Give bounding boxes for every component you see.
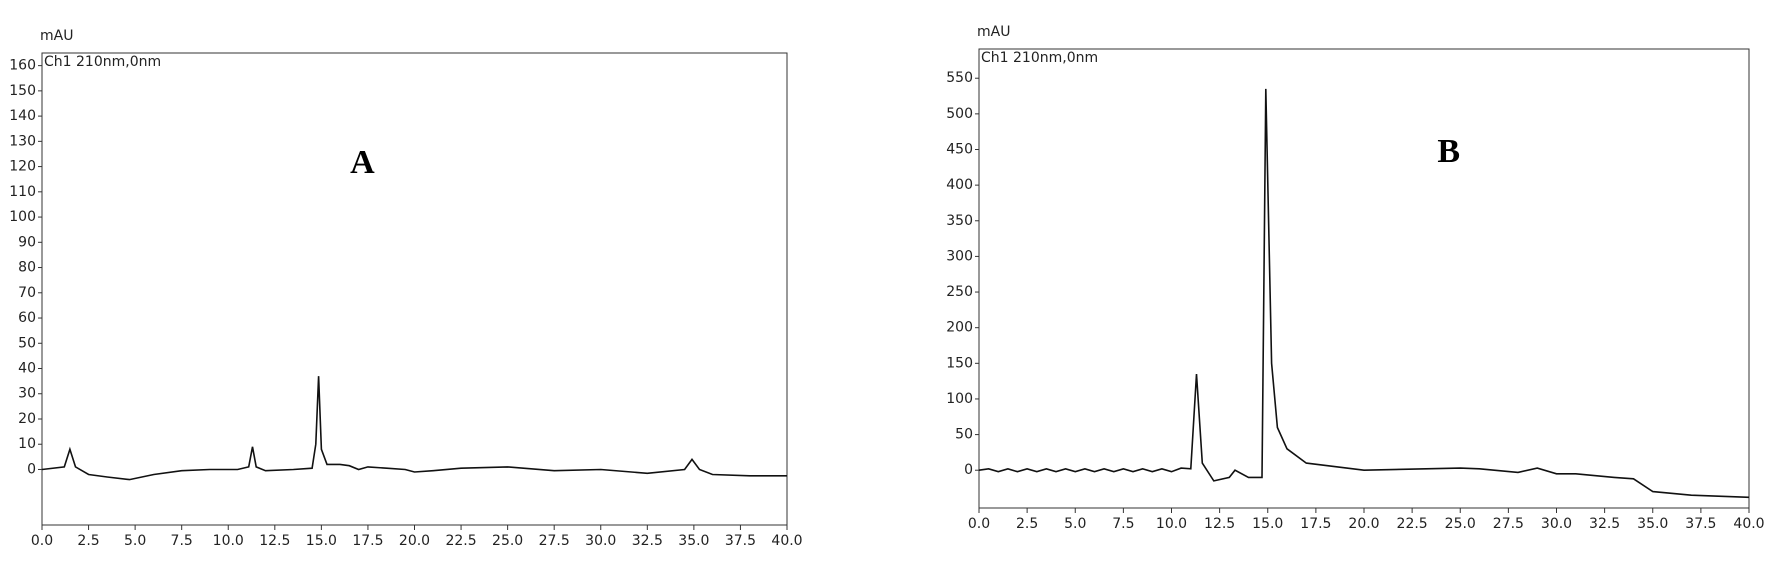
x-tick-label: 5.0	[124, 533, 146, 549]
y-tick-label: 160	[9, 58, 36, 74]
y-tick-label: 150	[9, 83, 36, 99]
y-tick-label: 10	[18, 436, 36, 452]
x-tick-label: 35.0	[678, 533, 709, 549]
y-tick-label: 200	[946, 320, 973, 336]
trace	[41, 376, 787, 481]
y-tick-label: 120	[9, 159, 36, 175]
x-tick-label: 2.5	[1016, 516, 1038, 532]
y-tick-label: 140	[9, 108, 36, 124]
y-tick-label: 60	[18, 310, 36, 326]
x-tick-label: 0.0	[31, 533, 53, 549]
y-tick-label: 20	[18, 411, 36, 427]
x-tick-label: 10.0	[1156, 516, 1187, 532]
x-tick-label: 40.0	[771, 533, 802, 549]
y-tick-label: 130	[9, 133, 36, 149]
x-tick-label: 15.0	[1252, 516, 1283, 532]
x-tick-label: 12.5	[259, 533, 290, 549]
y-tick-label: 350	[946, 213, 973, 229]
channel-label: Ch1 210nm,0nm	[981, 50, 1098, 66]
y-tick-label: 100	[9, 209, 36, 225]
y-tick-label: 450	[946, 141, 973, 157]
y-tick-label: 70	[18, 285, 36, 301]
y-axis-label: mAU	[40, 28, 73, 44]
plot-frame	[41, 52, 788, 526]
plot-frame	[978, 48, 1750, 509]
x-tick-label: 32.5	[632, 533, 663, 549]
x-tick-label: 10.0	[213, 533, 244, 549]
y-tick-label: 100	[946, 391, 973, 407]
x-tick-label: 12.5	[1204, 516, 1235, 532]
y-tick-label: 500	[946, 106, 973, 122]
y-tick-label: 400	[946, 177, 973, 193]
x-tick-label: 0.0	[968, 516, 990, 532]
x-tick-label: 25.0	[492, 533, 523, 549]
y-tick-label: 550	[946, 70, 973, 86]
y-tick-label: 80	[18, 260, 36, 276]
x-tick-label: 5.0	[1064, 516, 1086, 532]
y-tick-label: 250	[946, 284, 973, 300]
y-tick-label: 0	[964, 462, 973, 478]
x-tick-label: 32.5	[1589, 516, 1620, 532]
x-tick-label: 2.5	[77, 533, 99, 549]
y-tick-label: 0	[27, 461, 36, 477]
y-tick-label: 40	[18, 361, 36, 377]
x-tick-label: 20.0	[399, 533, 430, 549]
x-tick-label: 22.5	[445, 533, 476, 549]
x-tick-label: 40.0	[1733, 516, 1764, 532]
y-tick-label: 30	[18, 386, 36, 402]
y-axis-label: mAU	[977, 24, 1010, 40]
x-tick-label: 37.5	[725, 533, 756, 549]
x-tick-label: 27.5	[1493, 516, 1524, 532]
panel-label: B	[1437, 133, 1460, 170]
y-tick-label: 150	[946, 355, 973, 371]
y-tick-label: 50	[955, 427, 973, 443]
x-tick-label: 30.0	[585, 533, 616, 549]
panel-label: A	[350, 144, 375, 181]
x-tick-label: 27.5	[539, 533, 570, 549]
x-tick-label: 25.0	[1445, 516, 1476, 532]
x-tick-label: 35.0	[1637, 516, 1668, 532]
y-tick-label: 300	[946, 248, 973, 264]
x-tick-label: 17.5	[352, 533, 383, 549]
trace	[978, 88, 1750, 499]
x-tick-label: 15.0	[306, 533, 337, 549]
x-tick-label: 30.0	[1541, 516, 1572, 532]
y-tick-label: 110	[9, 184, 36, 200]
x-tick-label: 17.5	[1300, 516, 1331, 532]
x-tick-label: 22.5	[1397, 516, 1428, 532]
x-tick-label: 37.5	[1685, 516, 1716, 532]
channel-label: Ch1 210nm,0nm	[44, 54, 161, 70]
x-tick-label: 7.5	[171, 533, 193, 549]
x-tick-label: 20.0	[1348, 516, 1379, 532]
x-tick-label: 7.5	[1112, 516, 1134, 532]
y-tick-label: 90	[18, 234, 36, 250]
y-tick-label: 50	[18, 335, 36, 351]
